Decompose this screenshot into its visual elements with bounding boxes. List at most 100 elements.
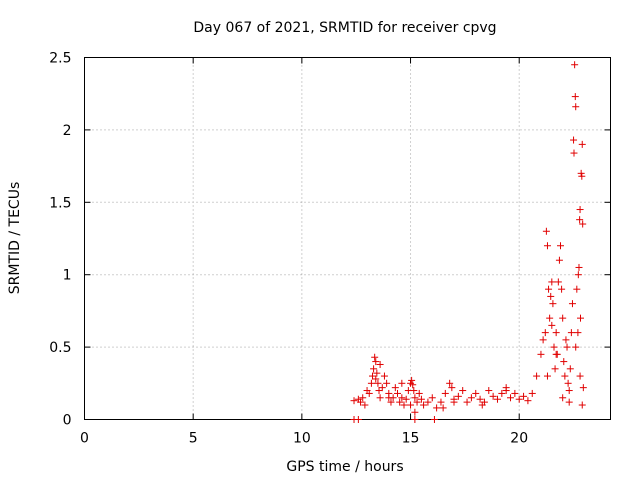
data-point	[359, 394, 367, 402]
data-point	[576, 206, 584, 214]
data-point	[546, 314, 554, 322]
data-point	[463, 398, 471, 406]
data-point	[528, 389, 536, 397]
data-point	[568, 300, 576, 308]
data-point	[378, 384, 386, 392]
data-point	[367, 379, 375, 387]
data-point	[576, 216, 584, 224]
data-point	[555, 256, 563, 264]
data-point	[383, 379, 391, 387]
data-point	[350, 397, 358, 405]
data-point	[574, 271, 582, 279]
data-point	[410, 387, 418, 395]
data-point	[374, 379, 382, 387]
data-point	[361, 401, 369, 409]
data-point	[441, 389, 449, 397]
data-point	[454, 392, 462, 400]
x-tick-labels: 0 5 10 15 20	[80, 431, 528, 447]
data-point	[498, 389, 506, 397]
data-point	[561, 372, 569, 380]
data-point	[380, 372, 388, 380]
data-point	[415, 389, 423, 397]
data-point	[411, 394, 419, 402]
data-point	[559, 314, 567, 322]
data-point	[413, 398, 421, 406]
data-point	[446, 379, 454, 387]
data-point	[571, 93, 579, 101]
x-tick-label: 10	[293, 431, 311, 447]
data-point	[563, 343, 571, 351]
data-point	[393, 389, 401, 397]
y-tick-labels: 0 0.5 1 1.5 2 2.5	[49, 51, 71, 429]
data-point	[520, 392, 528, 400]
data-point	[478, 401, 486, 409]
data-point	[357, 398, 365, 406]
data-point	[375, 387, 383, 395]
data-point	[489, 392, 497, 400]
data-point	[541, 329, 549, 337]
data-point	[391, 384, 399, 392]
data-point	[515, 395, 523, 403]
data-point	[579, 384, 587, 392]
data-point	[578, 401, 586, 409]
data-point	[576, 372, 584, 380]
y-tick-label: 1.5	[49, 195, 71, 211]
data-point	[402, 395, 410, 403]
data-point	[579, 220, 587, 228]
data-point	[543, 242, 551, 250]
data-point	[387, 398, 395, 406]
data-point	[552, 329, 560, 337]
data-points	[350, 61, 587, 423]
data-point	[574, 329, 582, 337]
data-point	[564, 379, 572, 387]
data-point	[557, 242, 565, 250]
data-point	[550, 343, 558, 351]
data-point	[370, 365, 378, 373]
chart-title: Day 067 of 2021, SRMTID for receiver cpv…	[193, 20, 496, 36]
data-point	[565, 387, 573, 395]
data-point	[570, 149, 578, 157]
data-point	[368, 372, 376, 380]
data-point	[493, 395, 501, 403]
data-point	[396, 398, 404, 406]
data-point	[547, 292, 555, 300]
data-point	[437, 398, 445, 406]
data-point	[542, 227, 550, 235]
y-tick-label: 2	[63, 123, 72, 139]
data-point	[507, 394, 515, 402]
data-point	[560, 358, 568, 366]
data-point	[570, 136, 578, 144]
data-point	[433, 404, 441, 412]
data-point	[373, 369, 381, 377]
data-point	[398, 379, 406, 387]
data-point	[467, 394, 475, 402]
data-point	[566, 365, 574, 373]
data-point	[439, 404, 447, 412]
data-point	[562, 336, 570, 344]
x-axis-label: GPS time / hours	[286, 459, 403, 475]
x-tick-label: 5	[189, 431, 198, 447]
y-tick-label: 0	[63, 413, 72, 429]
data-point	[549, 300, 557, 308]
data-point	[407, 401, 415, 409]
data-point	[572, 103, 580, 111]
data-point	[539, 336, 547, 344]
data-point	[400, 401, 408, 409]
data-point	[411, 416, 419, 423]
data-point	[430, 416, 438, 423]
data-point	[565, 398, 573, 406]
data-point	[552, 350, 560, 358]
data-point	[385, 394, 393, 402]
data-point	[533, 372, 541, 380]
data-point	[548, 278, 556, 286]
data-point	[371, 353, 379, 361]
data-point	[408, 376, 416, 384]
data-point	[376, 394, 384, 402]
data-point	[450, 398, 458, 406]
data-point	[398, 394, 406, 402]
data-point	[543, 372, 551, 380]
data-point	[372, 358, 380, 366]
x-tick-label: 20	[510, 431, 528, 447]
data-point	[559, 394, 567, 402]
